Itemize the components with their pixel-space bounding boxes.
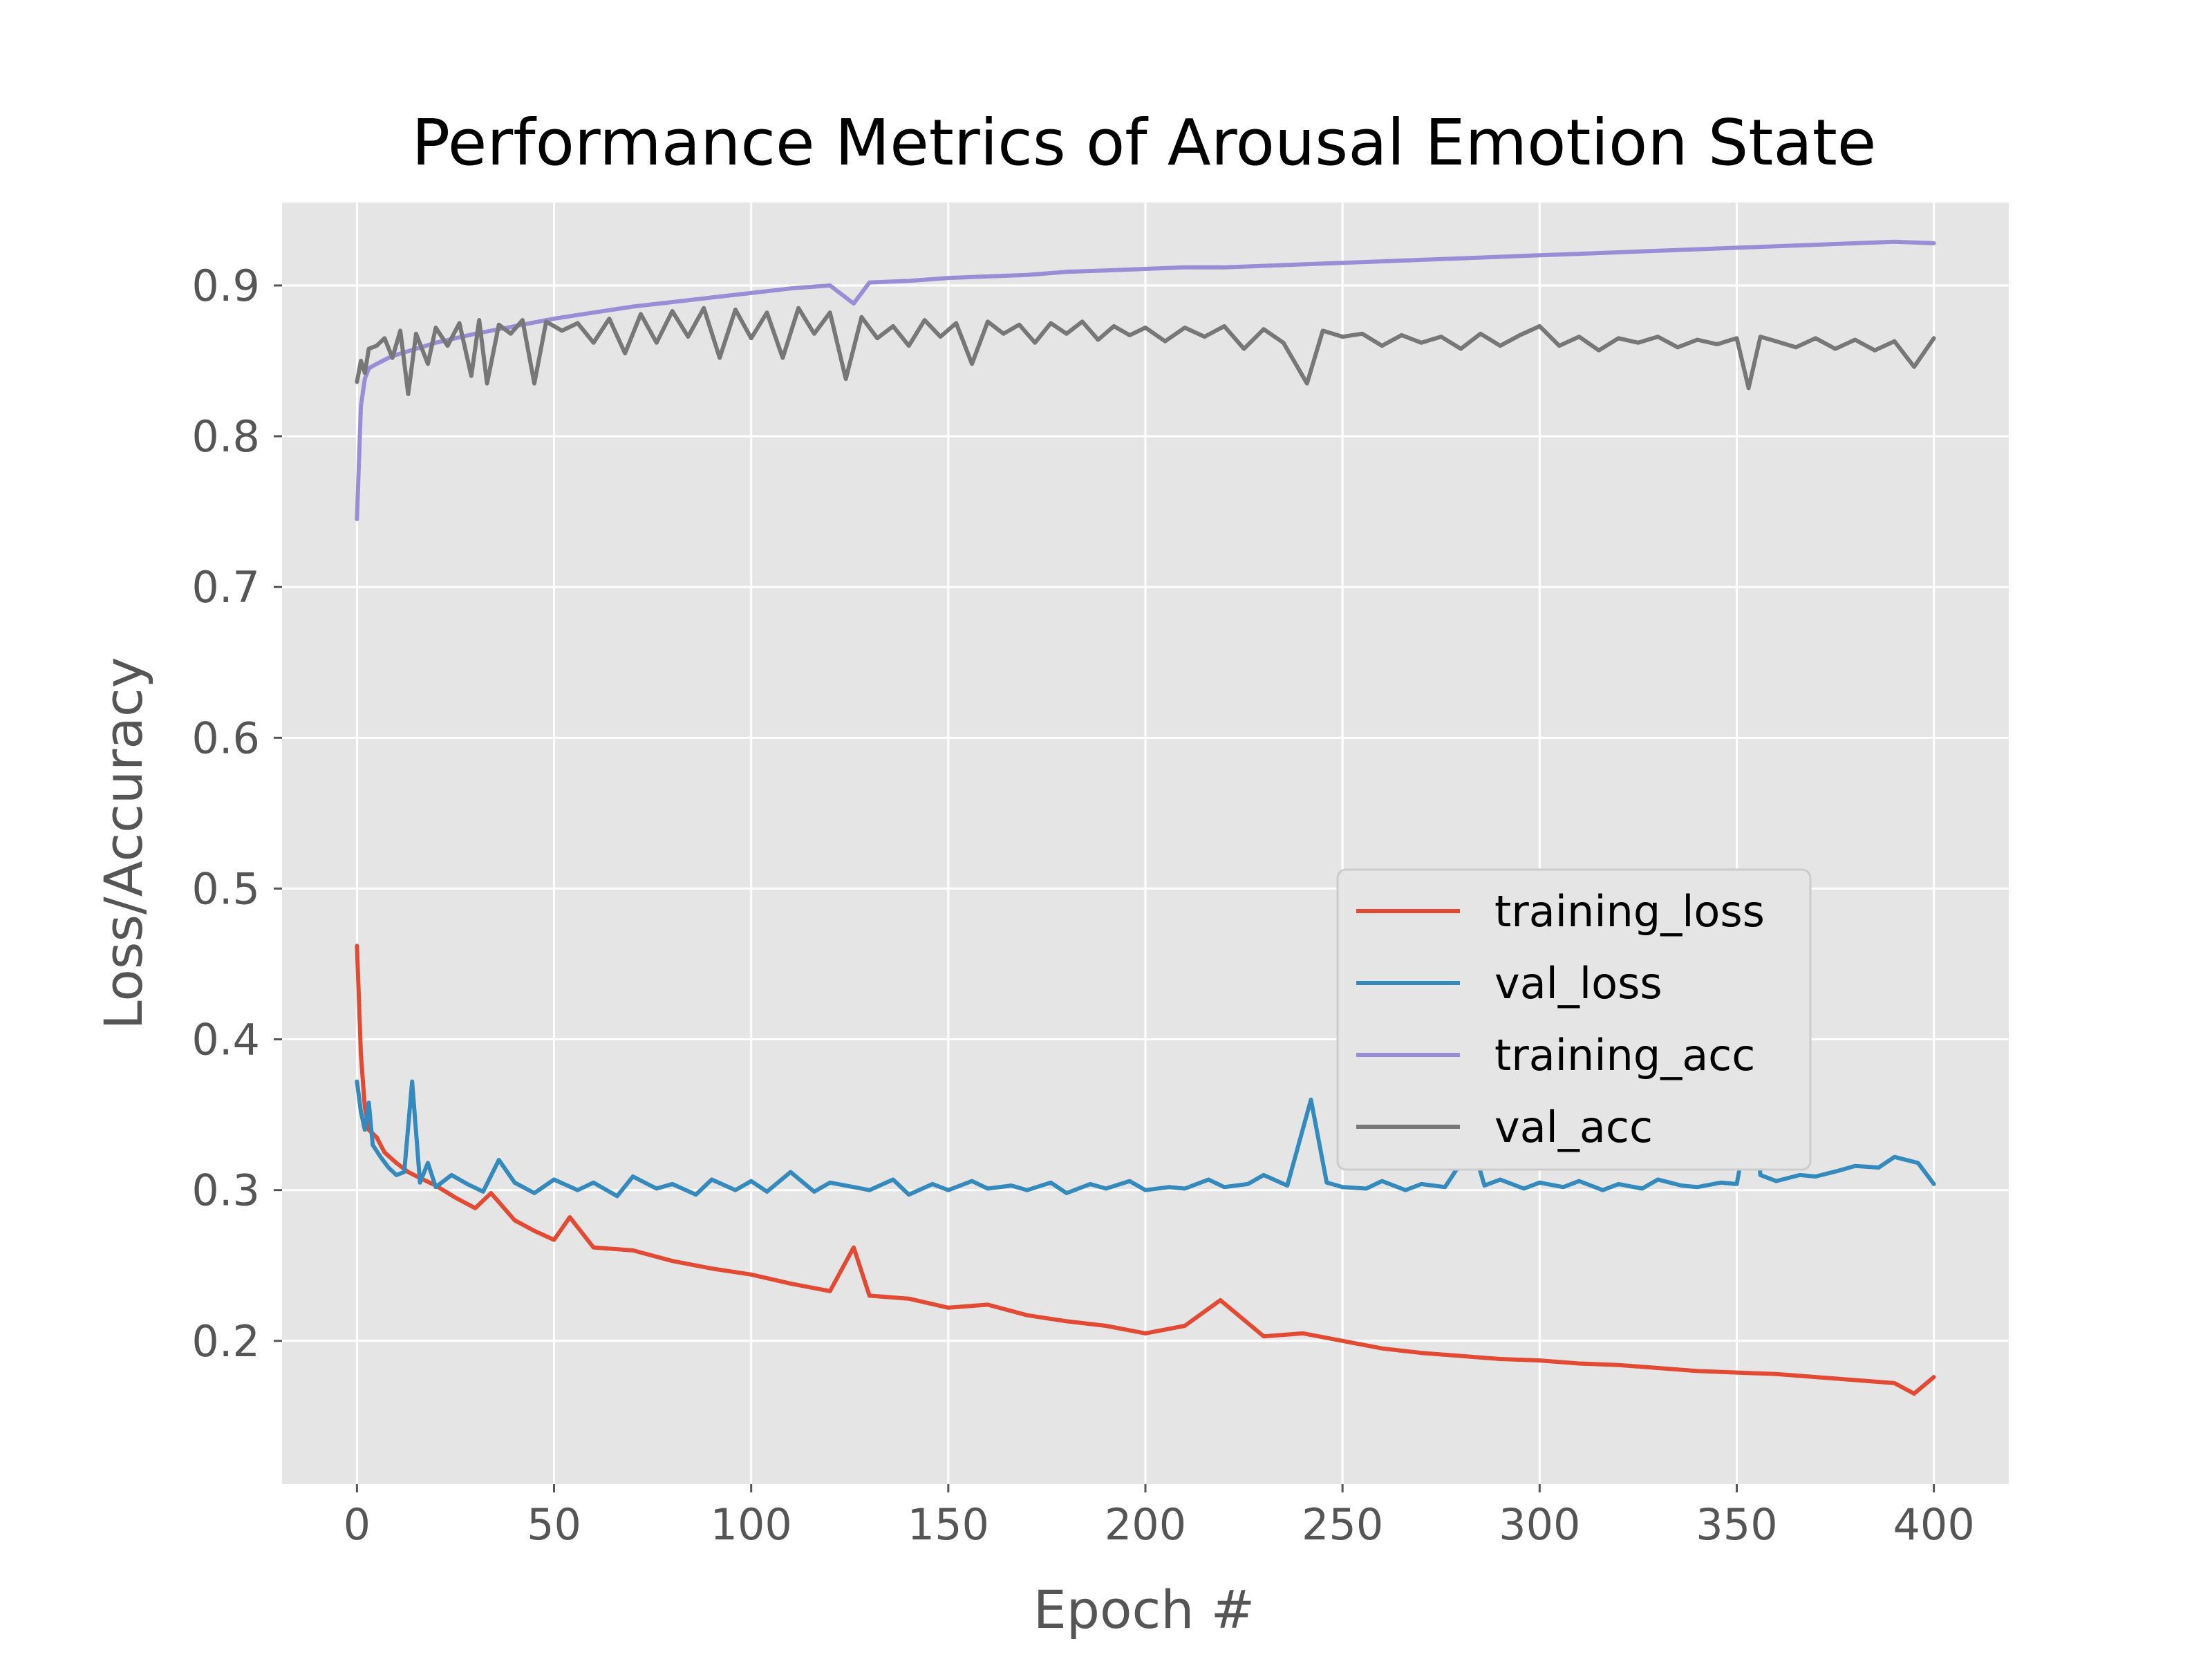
y-tick-label: 0.4 [191,1015,260,1065]
x-axis-label: Epoch # [1033,1579,1255,1640]
series-line-val-acc [355,306,1936,396]
y-tick-label: 0.3 [191,1165,260,1216]
legend-label-training-acc: training_acc [1494,1030,1755,1080]
legend-label-training-loss: training_loss [1494,886,1765,937]
y-tick-label: 0.6 [191,713,260,763]
x-axis-ticks: 0 50 100 150 200 250 300 350 400 [344,1484,1975,1550]
x-tick-label: 200 [1105,1499,1186,1550]
legend-label-val-acc: val_acc [1494,1102,1653,1152]
x-tick-label: 250 [1302,1499,1383,1550]
series-line-val-loss [355,1079,1936,1199]
x-tick-label: 0 [344,1499,371,1550]
x-tick-label: 350 [1696,1499,1777,1550]
chart-title: Performance Metrics of Arousal Emotion S… [412,106,1877,180]
x-tick-label: 300 [1499,1499,1580,1550]
legend-label-val-loss: val_loss [1494,958,1662,1009]
legend: training_loss val_loss training_acc val_acc [1336,868,1812,1171]
x-tick-label: 50 [527,1499,581,1550]
y-tick-label: 0.2 [191,1316,260,1367]
y-tick-label: 0.8 [191,411,260,462]
series-layer [355,239,1936,1396]
y-axis-label: Loss/Accuracy [93,657,154,1029]
y-tick-label: 0.9 [191,261,260,311]
y-axis-ticks: 0.2 0.3 0.4 0.5 0.6 0.7 0.8 0.9 [191,261,282,1367]
legend-box [1336,868,1812,1171]
x-tick-label: 100 [711,1499,792,1550]
y-tick-label: 0.5 [191,863,260,914]
y-tick-label: 0.7 [191,562,260,612]
x-tick-label: 400 [1893,1499,1974,1550]
x-tick-label: 150 [908,1499,989,1550]
series-line-training-acc [355,239,1936,521]
